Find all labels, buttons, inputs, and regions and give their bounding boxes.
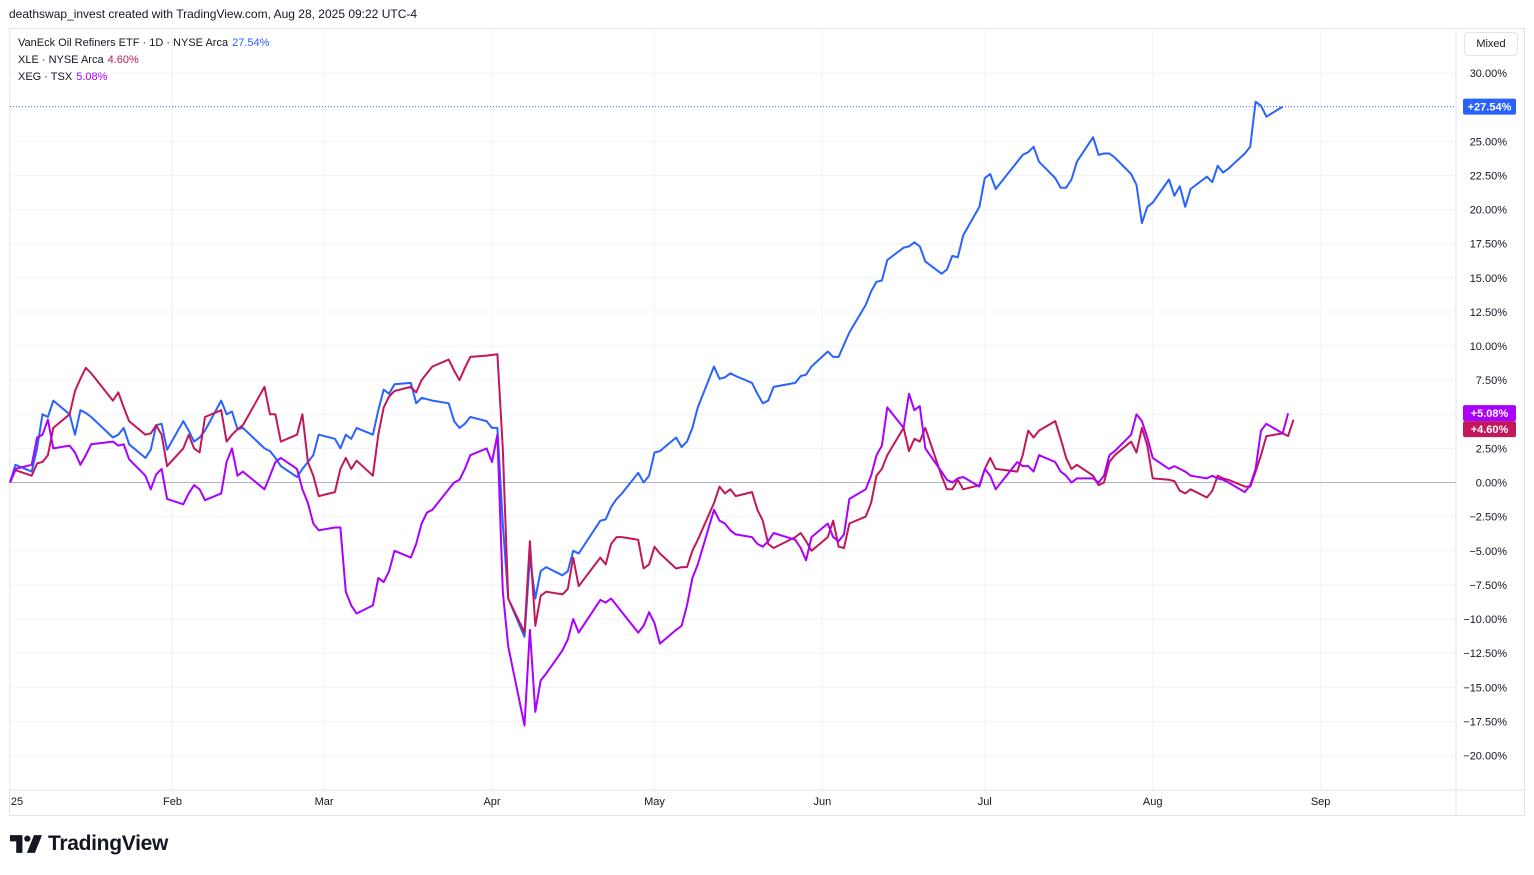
legend-series-name: XLE · NYSE Arca (18, 54, 104, 66)
x-tick-label: Sep (1311, 796, 1331, 808)
y-tick-label: 7.50% (1476, 375, 1507, 387)
y-tick-label: 12.50% (1470, 307, 1508, 319)
grid-lines (9, 29, 1525, 815)
y-tick-label: −7.50% (1469, 580, 1507, 592)
last-value-badge-label: +4.60% (1471, 424, 1509, 436)
y-tick-label: −20.00% (1463, 751, 1507, 763)
legend-row-xle[interactable]: XLE · NYSE Arca 4.60% (18, 52, 269, 69)
x-tick-label: Jul (978, 796, 992, 808)
y-tick-label: 25.00% (1470, 136, 1508, 148)
x-tick-label: Feb (163, 796, 182, 808)
x-axis: 25 Feb Mar Apr May Jun Jul Aug Sep (11, 796, 1331, 808)
brand-name: TradingView (48, 832, 169, 855)
legend-series-value: 4.60% (107, 54, 139, 66)
tradingview-logo[interactable]: TradingView (10, 832, 168, 856)
x-tick-label: 25 (11, 796, 23, 808)
y-tick-label: 20.00% (1470, 205, 1508, 217)
legend-series-name: VanEck Oil Refiners ETF · 1D · NYSE Arca (18, 37, 229, 49)
y-tick-label: −15.00% (1463, 682, 1507, 694)
y-axis: 30.00% 25.00% 22.50% 20.00% 17.50% 15.00% 12.5… (1463, 68, 1507, 763)
x-tick-label: May (644, 796, 665, 808)
legend-series-name: XEG · TSX (18, 71, 73, 83)
x-tick-label: Mar (315, 796, 334, 808)
y-tick-label: −17.50% (1463, 716, 1507, 728)
y-tick-label: −2.50% (1469, 512, 1507, 524)
legend-series-value: 5.08% (76, 71, 108, 83)
y-tick-label: 2.50% (1476, 443, 1507, 455)
series-line (9, 392, 1290, 727)
tradingview-logo-icon (10, 835, 42, 853)
chart-legend: VanEck Oil Refiners ETF · 1D · NYSE Arca… (18, 35, 269, 86)
last-value-badges: +27.54% +4.60% +5.08% (1463, 98, 1516, 438)
last-value-badge (1463, 421, 1516, 438)
x-tick-label: Apr (483, 796, 500, 808)
y-tick-label: 17.50% (1470, 239, 1508, 251)
y-tick-label: 15.00% (1470, 273, 1508, 285)
legend-row-xeg[interactable]: XEG · TSX 5.08% (18, 69, 269, 86)
last-value-badge (1463, 405, 1516, 422)
legend-series-value: 27.54% (232, 37, 270, 49)
last-value-badge-label: +27.54% (1468, 102, 1512, 114)
x-tick-label: Aug (1143, 796, 1163, 808)
y-tick-label: 30.00% (1470, 68, 1508, 80)
x-tick-label: Jun (813, 796, 831, 808)
y-tick-label: 0.00% (1476, 478, 1507, 490)
series-line (9, 100, 1284, 638)
series-lines (9, 100, 1295, 727)
series-line (9, 353, 1295, 634)
legend-row-refiners[interactable]: VanEck Oil Refiners ETF · 1D · NYSE Arca… (18, 35, 269, 52)
y-tick-label: −10.00% (1463, 614, 1507, 626)
chart-caption: deathswap_invest created with TradingVie… (9, 7, 418, 21)
last-value-badge-label: +5.08% (1471, 408, 1509, 420)
last-value-badge (1463, 98, 1516, 115)
y-tick-label: −12.50% (1463, 648, 1507, 660)
scale-mode-button[interactable]: Mixed (1464, 32, 1518, 56)
y-tick-label: −5.00% (1469, 546, 1507, 558)
y-tick-label: 22.50% (1470, 170, 1508, 182)
y-tick-label: 10.00% (1470, 341, 1508, 353)
